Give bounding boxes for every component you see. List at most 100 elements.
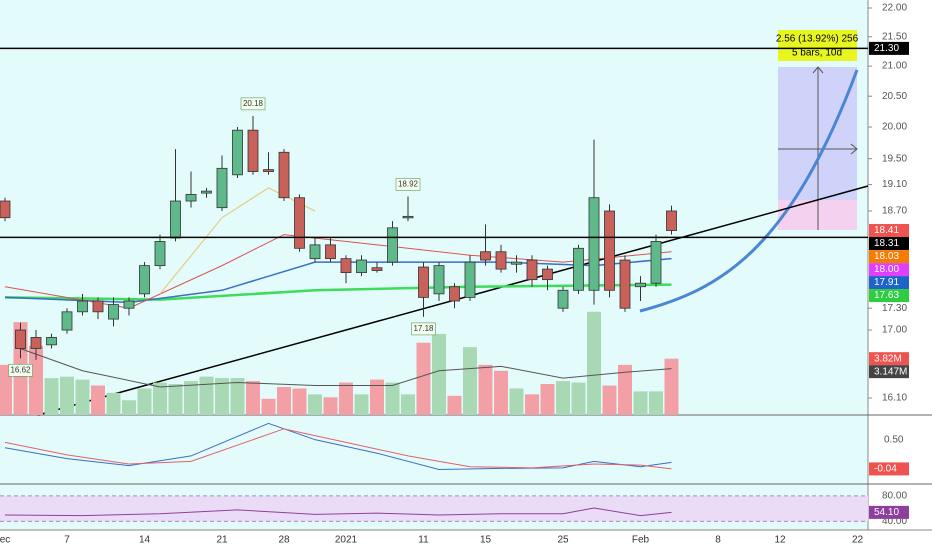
- candle-body: [588, 197, 600, 291]
- candle-body: [387, 227, 398, 263]
- macd-line: [4, 422, 672, 470]
- candle-body: [0, 200, 11, 219]
- volume-bar: [75, 379, 90, 415]
- candle-body: [154, 241, 166, 267]
- measure-box: [778, 30, 857, 61]
- candle-body: [418, 266, 429, 298]
- rsi-value-label: 54.10: [874, 507, 899, 518]
- candle-body: [650, 241, 662, 284]
- x-tick-label: 7: [64, 535, 70, 546]
- y-tick-label: 19.10: [882, 179, 907, 190]
- candle-body: [511, 261, 522, 265]
- x-tick-label: 25: [557, 535, 569, 546]
- volume-bar: [649, 391, 663, 415]
- x-tick-label: 22: [852, 535, 864, 546]
- volume-bar: [416, 342, 431, 415]
- x-tick-label: 11: [418, 535, 429, 546]
- volume-bar: [339, 382, 353, 415]
- candle-body: [170, 200, 181, 239]
- candle-body: [619, 259, 631, 309]
- volume-bar: [664, 358, 679, 415]
- volume-label: 3.82M: [874, 353, 902, 364]
- candle-body: [247, 129, 259, 172]
- moving-average: [4, 283, 672, 301]
- volume-label-box: [869, 352, 909, 366]
- volume-bar: [122, 400, 136, 415]
- candle-body: [92, 300, 104, 313]
- candle-body: [278, 151, 290, 199]
- candle-body: [30, 337, 42, 349]
- volume-bar: [540, 384, 555, 415]
- x-tick-label: ec: [0, 535, 10, 546]
- measure-subtext: 5 bars, 10d: [792, 48, 842, 59]
- candle-body: [340, 258, 352, 274]
- volume-label-box: [869, 365, 909, 379]
- candle-body: [495, 251, 507, 270]
- macd-value-label: -0.04: [874, 464, 897, 475]
- annotation: 18.92: [398, 180, 419, 189]
- annotation-box: [8, 363, 33, 377]
- candle-body: [15, 329, 26, 349]
- candle-body: [77, 300, 88, 313]
- volume-bar: [587, 311, 601, 415]
- volume-bar: [463, 347, 477, 415]
- candle-body: [526, 259, 538, 281]
- volume-bar: [168, 384, 183, 415]
- annotation: 20.18: [243, 99, 264, 108]
- volume-bar: [525, 394, 539, 415]
- price-label-box: [869, 224, 909, 238]
- price-label: 17.91: [874, 277, 899, 288]
- candle-body: [371, 267, 383, 271]
- volume-bar: [0, 364, 12, 415]
- annotation-box: [395, 178, 421, 191]
- candle-body: [185, 194, 197, 202]
- price-label-box: [869, 41, 909, 55]
- macd-label-box: [869, 462, 909, 476]
- y-tick-label: 17.30: [882, 303, 907, 314]
- volume-bar: [29, 345, 43, 415]
- volume-bar: [323, 397, 338, 415]
- candle-body: [573, 247, 584, 291]
- x-tick-label: 14: [139, 535, 151, 546]
- volume-bar: [556, 381, 570, 415]
- candle-body: [542, 268, 553, 281]
- candle-body: [449, 286, 460, 302]
- rsi-line: [4, 507, 672, 517]
- macd-tick-label: 0.50: [884, 434, 904, 445]
- volume-bar: [494, 370, 508, 415]
- volume-bar: [478, 364, 493, 415]
- volume-ma: [20, 348, 672, 388]
- x-tick-label: 28: [278, 535, 290, 546]
- x-tick-label: 15: [480, 535, 492, 546]
- y-tick-label: 22.00: [882, 3, 907, 14]
- candle-body: [216, 167, 228, 209]
- y-tick-label: 21.50: [882, 31, 907, 42]
- volume-bar: [91, 385, 105, 415]
- annotation-box: [411, 322, 436, 336]
- volume-bar: [137, 388, 152, 415]
- y-tick-label: 19.50: [882, 153, 907, 164]
- volume-bar: [44, 378, 59, 415]
- moving-average: [159, 187, 316, 295]
- volume-bar: [370, 379, 384, 415]
- x-tick-label: 8: [715, 535, 721, 546]
- annotation-box: [240, 97, 266, 111]
- volume-bar: [292, 388, 307, 415]
- volume-bar: [385, 382, 400, 415]
- candle-body: [464, 261, 476, 298]
- candle-body: [61, 311, 73, 331]
- candle-body: [666, 210, 677, 231]
- volume-bar: [308, 394, 322, 415]
- candle-body: [356, 259, 367, 274]
- candle-body: [635, 282, 646, 288]
- rsi-band: [0, 495, 868, 522]
- x-tick-label: 2021: [335, 535, 358, 546]
- y-tick-label: 17.00: [882, 325, 907, 336]
- candle-body: [232, 129, 243, 176]
- volume-bar: [230, 378, 245, 415]
- x-tick-label: 12: [774, 535, 786, 546]
- drawn-curve: [639, 69, 859, 313]
- rsi-label-box: [869, 505, 909, 519]
- volume-bar: [199, 376, 214, 415]
- candle-body: [480, 251, 491, 261]
